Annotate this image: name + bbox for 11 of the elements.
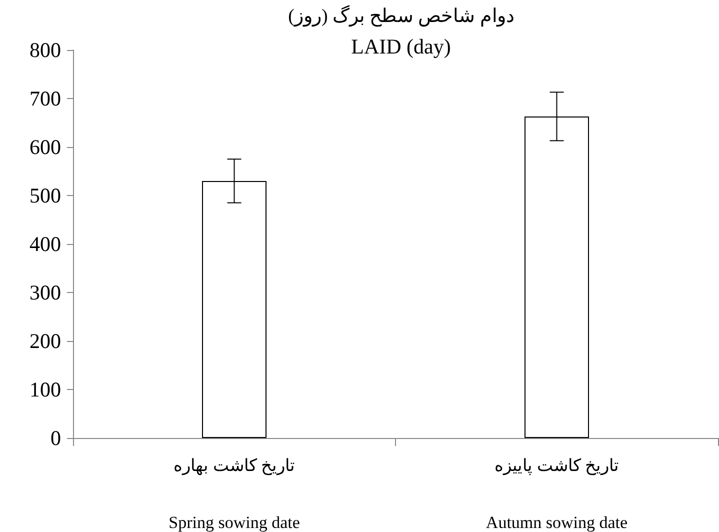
y-tick-label: 500	[30, 184, 61, 208]
y-tick-label: 700	[30, 86, 61, 110]
chart-subtitle: LAID (day)	[351, 34, 451, 58]
y-tick-label: 100	[30, 378, 61, 402]
chart-title: دوام شاخص سطح برگ (روز)	[288, 4, 514, 27]
y-tick-label: 300	[30, 280, 61, 304]
y-tick-label: 200	[30, 329, 61, 353]
y-tick-label: 800	[30, 38, 61, 62]
y-tick-label: 0	[50, 426, 61, 450]
y-tick-label: 600	[30, 135, 61, 159]
y-tick-label: 400	[30, 232, 61, 256]
